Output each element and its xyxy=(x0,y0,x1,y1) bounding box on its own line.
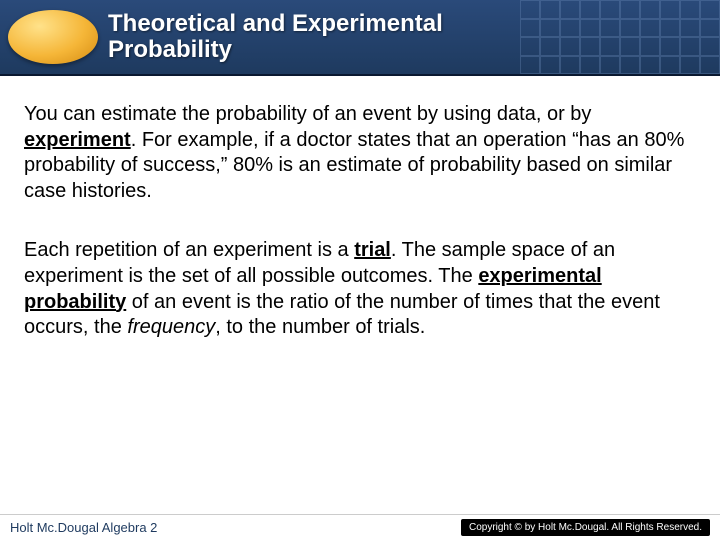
p2-text-1: Each repetition of an experiment is a xyxy=(24,239,354,261)
header-grid-decoration xyxy=(520,0,720,74)
title-line-1: Theoretical and Experimental xyxy=(108,11,443,37)
title-line-2: Probability xyxy=(108,37,443,63)
p2-keyword-trial: trial xyxy=(354,239,391,261)
slide-title: Theoretical and Experimental Probability xyxy=(108,11,443,63)
header-oval-icon xyxy=(8,10,98,64)
p1-keyword-experiment: experiment xyxy=(24,129,131,151)
p2-keyword-frequency: frequency xyxy=(127,316,215,338)
slide-footer: Holt Mc.Dougal Algebra 2 Copyright © by … xyxy=(0,514,720,540)
slide-content: You can estimate the probability of an e… xyxy=(0,76,720,341)
footer-copyright: Copyright © by Holt Mc.Dougal. All Right… xyxy=(461,519,710,536)
paragraph-2: Each repetition of an experiment is a tr… xyxy=(24,238,696,340)
p2-text-4: , to the number of trials. xyxy=(215,316,425,338)
footer-textbook-name: Holt Mc.Dougal Algebra 2 xyxy=(10,520,157,535)
p1-text-1: You can estimate the probability of an e… xyxy=(24,103,591,125)
slide-header: Theoretical and Experimental Probability xyxy=(0,0,720,76)
paragraph-1: You can estimate the probability of an e… xyxy=(24,102,696,204)
